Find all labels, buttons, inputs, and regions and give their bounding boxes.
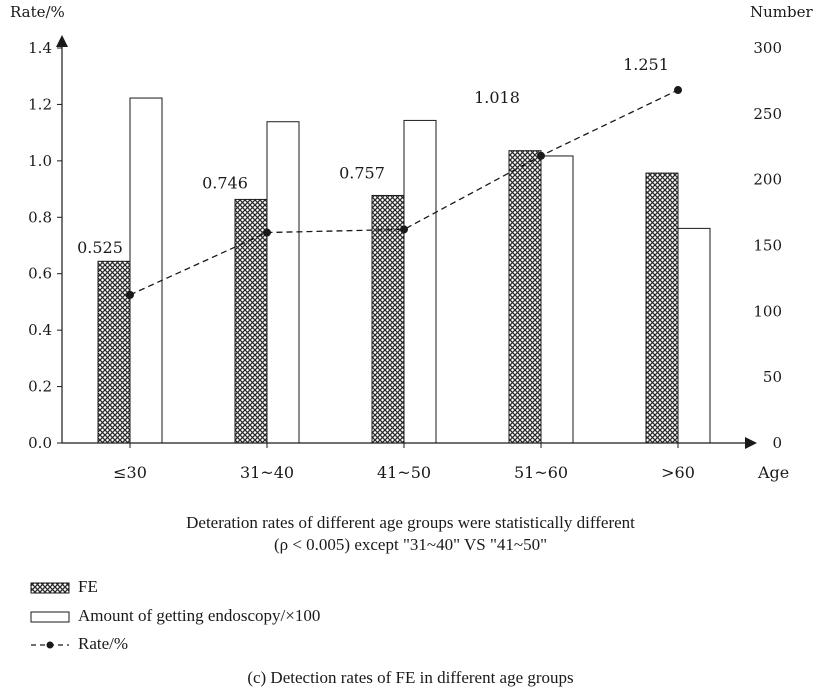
- right-axis-tick-label: 250: [753, 105, 782, 123]
- legend-swatch-amount: [30, 611, 70, 623]
- bar-fe: [371, 194, 405, 444]
- bar-amount: [540, 155, 574, 444]
- x-axis-tick-label: 31~40: [240, 463, 294, 482]
- bar-amount: [266, 121, 300, 444]
- left-axis-tick-label: 0.6: [28, 265, 52, 283]
- left-axis-title: Rate/%: [10, 3, 65, 21]
- right-axis-tick-label: 100: [753, 302, 782, 320]
- rate-data-label: 0.525: [77, 238, 123, 257]
- significance-note-line1: Deteration rates of different age groups…: [186, 513, 635, 532]
- right-axis-tick-label: 200: [753, 171, 782, 189]
- right-axis-title: Number: [750, 3, 813, 21]
- rate-data-label: 0.746: [202, 174, 248, 193]
- rate-line-layer: 0.525 0.746 0.757 1.018 1.251: [77, 55, 682, 299]
- rate-point: [126, 290, 134, 299]
- rate-point: [674, 86, 682, 95]
- legend-label-fe: FE: [78, 577, 98, 596]
- bar-amount: [403, 119, 437, 444]
- x-axis-tick-label: ≤30: [113, 463, 147, 482]
- right-axis-tick-label: 150: [753, 237, 782, 255]
- right-axis-tick-label: 50: [763, 368, 782, 386]
- axes-layer: 0.0 0.2 0.4 0.6 0.8 1.0 1.2 1.4 0 50 100 150 200 250 3…: [28, 35, 782, 482]
- legend-label-rate: Rate/%: [78, 634, 129, 653]
- significance-note-line2: (ρ < 0.005) except "31~40" VS "41~50": [273, 535, 548, 554]
- left-axis-tick-label: 0.0: [28, 434, 52, 452]
- legend-swatch-rate: [31, 641, 69, 649]
- bar-amount: [677, 227, 711, 444]
- combo-chart: 0.0 0.2 0.4 0.6 0.8 1.0 1.2 1.4 0 50 100 150 200 250 3…: [10, 3, 813, 482]
- right-axis-tick-label: 300: [753, 39, 782, 57]
- left-axis-tick-label: 0.4: [28, 321, 52, 339]
- legend-label-amount: Amount of getting endoscopy/×100: [78, 606, 321, 625]
- x-axis-title: Age: [757, 463, 789, 482]
- left-axis-tick-label: 1.0: [28, 152, 52, 170]
- left-axis-tick-label: 0.2: [28, 378, 52, 396]
- rate-point: [263, 228, 271, 237]
- significance-note: Deteration rates of different age groups…: [0, 512, 821, 556]
- rate-point: [537, 151, 545, 160]
- bar-fe: [234, 198, 268, 444]
- bars-layer: [97, 97, 711, 444]
- rate-data-label: 1.251: [623, 55, 669, 74]
- bar-fe: [645, 172, 679, 444]
- left-axis-tick-label: 1.4: [28, 39, 52, 57]
- rate-point: [400, 225, 408, 234]
- legend-swatch-fe: [30, 582, 70, 594]
- rate-data-label: 1.018: [474, 88, 520, 107]
- x-axis-tick-label: 41~50: [377, 463, 431, 482]
- left-axis-tick-label: 1.2: [28, 95, 52, 113]
- x-axis-tick-label: >60: [661, 463, 695, 482]
- x-axis-tick-label: 51~60: [514, 463, 568, 482]
- right-axis-tick-label: 0: [772, 434, 782, 452]
- figure-caption: (c) Detection rates of FE in different a…: [247, 668, 574, 687]
- bar-fe: [508, 150, 542, 444]
- left-axis-tick-label: 0.8: [28, 208, 52, 226]
- bar-amount: [129, 97, 163, 444]
- rate-line: [129, 89, 679, 296]
- rate-data-label: 0.757: [339, 163, 385, 182]
- bar-fe: [97, 260, 131, 444]
